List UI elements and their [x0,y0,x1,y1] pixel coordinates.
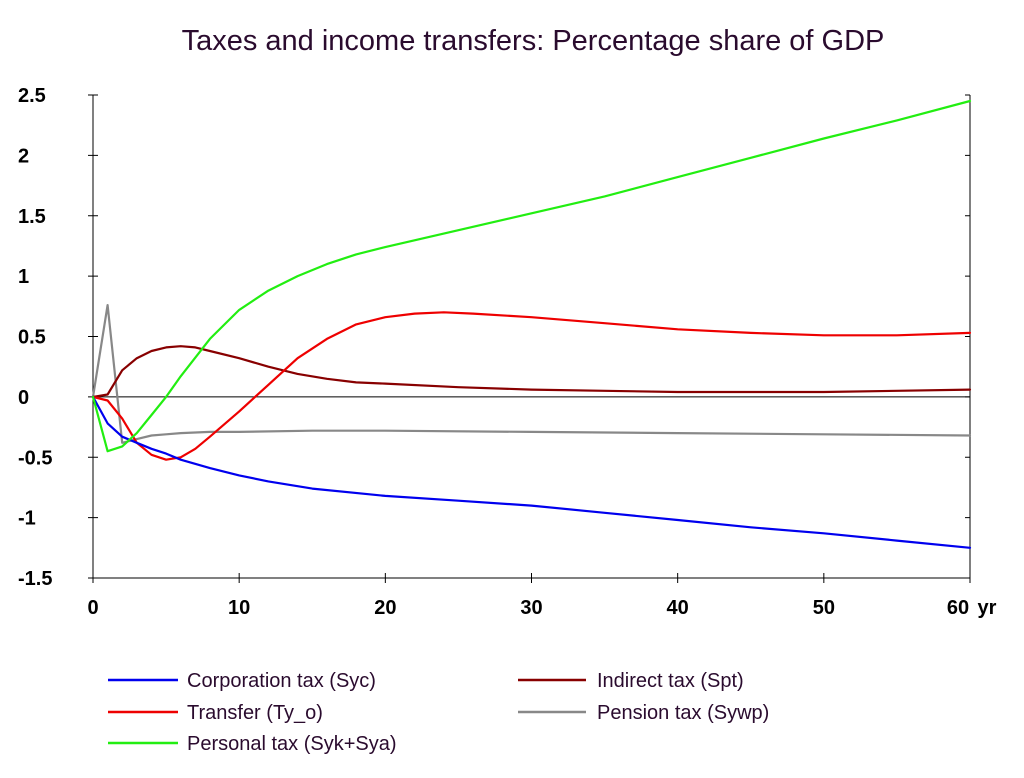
series-layer [91,99,972,549]
y-tick-label: 0.5 [18,327,46,349]
legend: Corporation tax (Syc) Transfer (Ty_o) Pers… [108,670,769,755]
series-line-transfer [91,311,972,461]
y-tick-label: 2.5 [18,85,46,107]
legend-label: Indirect tax (Spt) [597,670,744,692]
y-tick-label: 1 [18,266,29,288]
legend-label: Pension tax (Sywp) [597,702,769,724]
legend-item: Transfer (Ty_o) [108,702,323,724]
x-unit-label: yr [978,597,997,619]
x-tick-label: 60 [947,597,969,619]
y-tick-label: -1.5 [18,568,52,590]
x-tick-label: 50 [813,597,835,619]
x-tick-label: 40 [667,597,689,619]
x-tick-label: 10 [228,597,250,619]
y-tick-label: -1 [18,508,36,530]
legend-item: Personal tax (Syk+Sya) [108,733,397,755]
y-tick-label: -0.5 [18,447,52,469]
y-tick-label: 1.5 [18,206,46,228]
legend-label: Corporation tax (Syc) [187,670,376,692]
x-tick-label: 30 [520,597,542,619]
y-tick-label: 2 [18,145,29,167]
x-tick-label: 0 [87,597,98,619]
axes: -1.5 -1 -0.5 0 0.5 1 1.5 2 2.5 0 10 20 30 40 50 60 yr [18,85,997,619]
chart-title: Taxes and income transfers: Percentage s… [182,25,885,57]
series-line-personal [91,99,972,453]
series-line-indirect [91,345,972,398]
legend-item: Corporation tax (Syc) [108,670,376,692]
legend-label: Transfer (Ty_o) [187,702,323,724]
legend-label: Personal tax (Syk+Sya) [187,733,397,755]
x-tick-label: 20 [374,597,396,619]
y-tick-label: 0 [18,387,29,409]
legend-item: Indirect tax (Spt) [518,670,744,692]
legend-item: Pension tax (Sywp) [518,702,769,724]
series-line-corporation [91,395,972,549]
